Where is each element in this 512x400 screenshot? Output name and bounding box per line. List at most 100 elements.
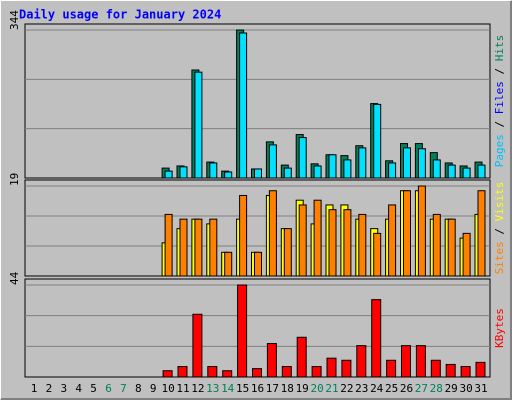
x-tick-label: 21 [325,382,338,395]
bar [460,366,471,378]
x-tick-label: 10 [161,382,174,395]
bar [358,213,367,277]
bar [475,361,486,378]
x-tick-label: 26 [400,382,413,395]
bar [328,154,337,179]
bar [447,164,456,179]
bar [445,363,456,378]
bar [432,159,441,179]
x-tick-label: 11 [176,382,189,395]
bar [179,218,188,277]
x-tick-label: 27 [415,382,428,395]
bar [254,251,262,277]
bar [388,204,397,277]
bar [283,167,292,179]
bar [296,336,307,378]
bar [164,213,173,277]
bar [207,366,218,378]
bar [177,366,188,378]
bar [371,299,382,378]
x-tick-label: 22 [340,382,353,395]
bar [313,199,322,277]
legend: Sites / Visits [493,182,506,275]
bar [266,343,277,378]
legend-entry: Visits [493,182,506,222]
bar [237,284,248,378]
legend-entry: Pages [493,134,506,167]
bar [313,165,322,179]
bar [477,164,486,179]
legend: Pages / Files / Hits [493,35,506,168]
x-tick-label: 2 [46,382,53,395]
bar [254,168,262,179]
legend-entry: KBytes [493,308,506,348]
x-tick-label: 23 [355,382,368,395]
bar [477,190,486,277]
bar [209,218,218,277]
bar [328,209,337,277]
bar [447,218,456,277]
bar [386,359,397,378]
x-tick-label: 20 [310,382,323,395]
x-tick-label: 8 [135,382,142,395]
bar [326,357,337,378]
bar [222,370,233,378]
x-tick-label: 18 [281,382,294,395]
bar [343,209,352,277]
x-tick-label: 9 [150,382,157,395]
x-tick-label: 6 [105,382,112,395]
x-tick-label: 17 [266,382,279,395]
x-tick-label: 12 [191,382,204,395]
bar [343,159,352,179]
x-tick-label: 4 [75,382,82,395]
bar [164,170,173,179]
legend-separator: / [493,114,506,134]
bar [388,162,397,179]
bar [311,366,322,378]
bar [462,232,471,277]
x-tick-label: 1 [31,382,38,395]
bar [403,147,411,179]
legend-entry: Hits [493,35,506,62]
bar [462,167,471,179]
x-tick-label: 30 [459,382,472,395]
bar [209,162,218,179]
x-tick-label: 29 [445,382,458,395]
bar [373,103,382,179]
bar [239,194,248,277]
legend: KBytes [493,308,506,348]
bar [415,345,426,378]
bar [356,345,367,378]
bar [224,171,233,179]
x-tick-label: 25 [385,382,398,395]
bar [283,228,292,277]
bar [358,147,367,179]
x-tick-label: 14 [221,382,235,395]
legend-separator: / [493,221,506,241]
x-tick-label: 31 [474,382,487,395]
x-tick-label: 7 [120,382,127,395]
x-tick-label: 24 [370,382,384,395]
bar [417,148,426,179]
x-tick-label: 13 [206,382,219,395]
bar [192,313,203,378]
y-tick-label: 19 [8,173,21,186]
plot-area [24,278,491,378]
bar [194,71,203,179]
x-tick-label: 3 [60,382,67,395]
bar [239,32,248,179]
bar [341,359,352,378]
bar [268,144,277,179]
bar [281,366,292,378]
x-tick-label: 5 [90,382,97,395]
legend-entry: Files [493,81,506,114]
bar [432,213,441,277]
bar [252,368,262,378]
bar [373,232,382,277]
x-tick-label: 15 [236,382,249,395]
bar [417,185,426,277]
plot-area [24,23,491,179]
bar [403,190,411,277]
